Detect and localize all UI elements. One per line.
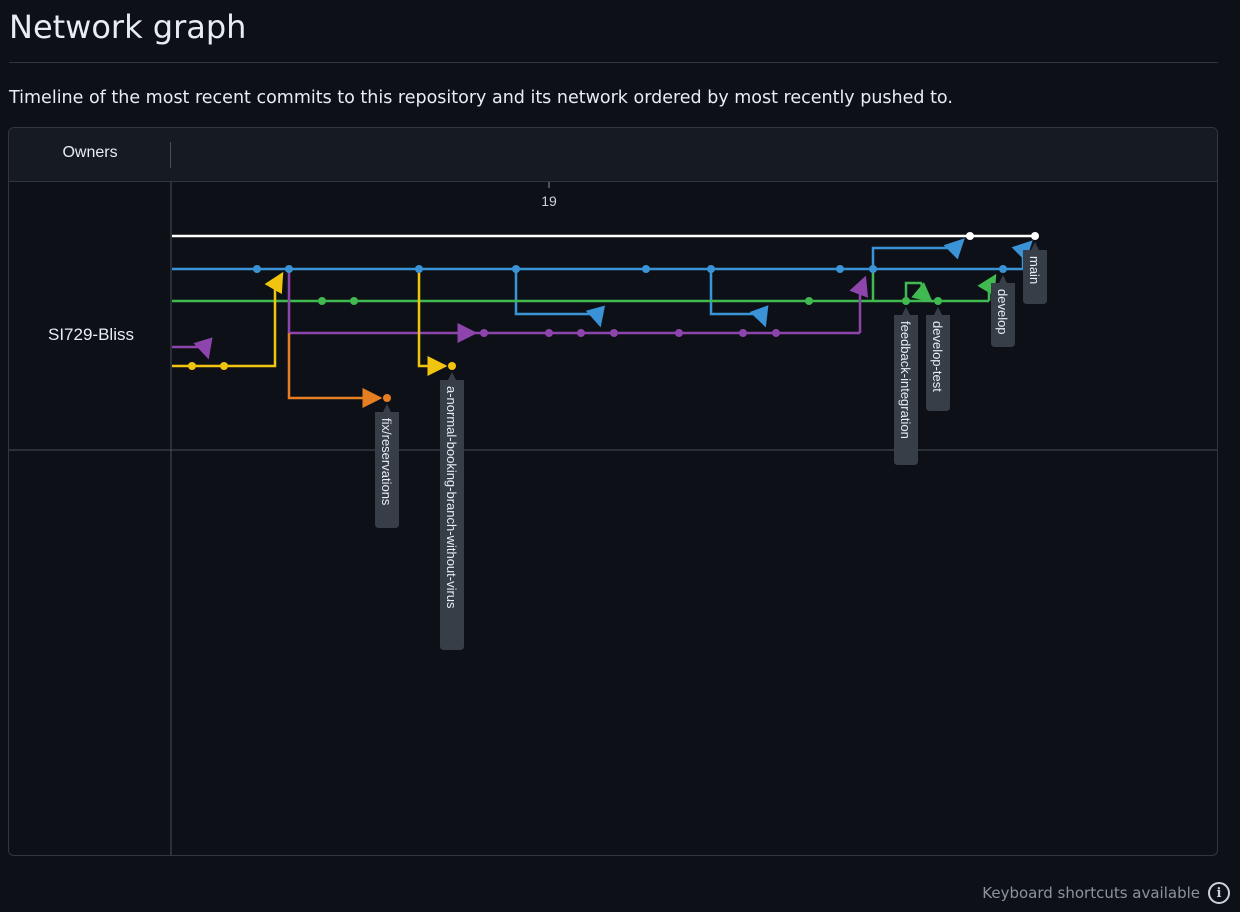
network-graph-panel[interactable]: Owners 19 SI729-Bliss (8, 127, 1218, 856)
commit-dot (415, 265, 423, 273)
commit-dot (383, 394, 391, 402)
keyboard-shortcuts-text: Keyboard shortcuts available (982, 884, 1200, 902)
svg-text:develop: develop (995, 289, 1010, 335)
commit-dot (772, 329, 780, 337)
title-divider (9, 62, 1218, 63)
date-label: 19 (541, 193, 557, 209)
branch-tag-a-normal-booking[interactable]: a-normal-booking-branch-without-virus (440, 372, 464, 650)
keyboard-shortcuts-hint[interactable]: Keyboard shortcuts available i (982, 882, 1230, 904)
commit-dot (512, 265, 520, 273)
commit-dot (480, 329, 488, 337)
branch-tag-develop[interactable]: develop (991, 275, 1015, 347)
commit-dot (253, 265, 261, 273)
svg-text:a-normal-booking-branch-withou: a-normal-booking-branch-without-virus (444, 386, 459, 609)
commit-dot (999, 265, 1007, 273)
commit-dot (577, 329, 585, 337)
commit-dot (739, 329, 747, 337)
branch-tag-feedback-integration[interactable]: feedback-integration (894, 307, 918, 465)
commit-dot (285, 265, 293, 273)
owners-column-header: Owners (62, 144, 118, 161)
commit-dot (934, 297, 942, 305)
svg-text:main: main (1027, 256, 1042, 284)
page-description: Timeline of the most recent commits to t… (9, 88, 953, 108)
lane-orange (287, 333, 383, 408)
branch-tag-fix-reservations[interactable]: fix/reservations (375, 404, 399, 528)
lane-develop (172, 238, 1033, 328)
commit-dot (966, 232, 974, 240)
graph-header: Owners (9, 128, 1217, 182)
network-graph-canvas[interactable]: 19 SI729-Bliss (9, 128, 1217, 855)
svg-text:fix/reservations: fix/reservations (379, 418, 394, 506)
commit-dot (188, 362, 196, 370)
commit-dot (805, 297, 813, 305)
commits-green[interactable] (318, 297, 942, 305)
commit-dot (350, 297, 358, 305)
commit-dot (448, 362, 456, 370)
commit-dot (869, 265, 877, 273)
commit-dot (902, 297, 910, 305)
commit-dot (642, 265, 650, 273)
commit-dot (220, 362, 228, 370)
page-title: Network graph (9, 8, 247, 46)
svg-text:feedback-integration: feedback-integration (898, 321, 913, 439)
branch-tag-develop-test[interactable]: develop-test (926, 307, 950, 411)
commits-yellow[interactable] (188, 362, 456, 370)
commit-dot (545, 329, 553, 337)
commit-dot (1031, 232, 1039, 240)
commit-dot (318, 297, 326, 305)
commits-develop[interactable] (253, 265, 1007, 273)
header-separator (170, 142, 171, 168)
info-icon[interactable]: i (1208, 882, 1230, 904)
svg-text:develop-test: develop-test (930, 321, 945, 392)
branch-tag-main[interactable]: main (1023, 242, 1047, 304)
commit-dot (836, 265, 844, 273)
lane-yellow (172, 269, 448, 376)
commits-orange[interactable] (383, 394, 391, 402)
commit-dot (675, 329, 683, 337)
commits-purple[interactable] (480, 329, 780, 337)
owner-name: SI729-Bliss (48, 325, 134, 344)
commit-dot (707, 265, 715, 273)
commits-main[interactable] (966, 232, 1039, 240)
commit-dot (610, 329, 618, 337)
lane-develop-test (172, 269, 997, 303)
